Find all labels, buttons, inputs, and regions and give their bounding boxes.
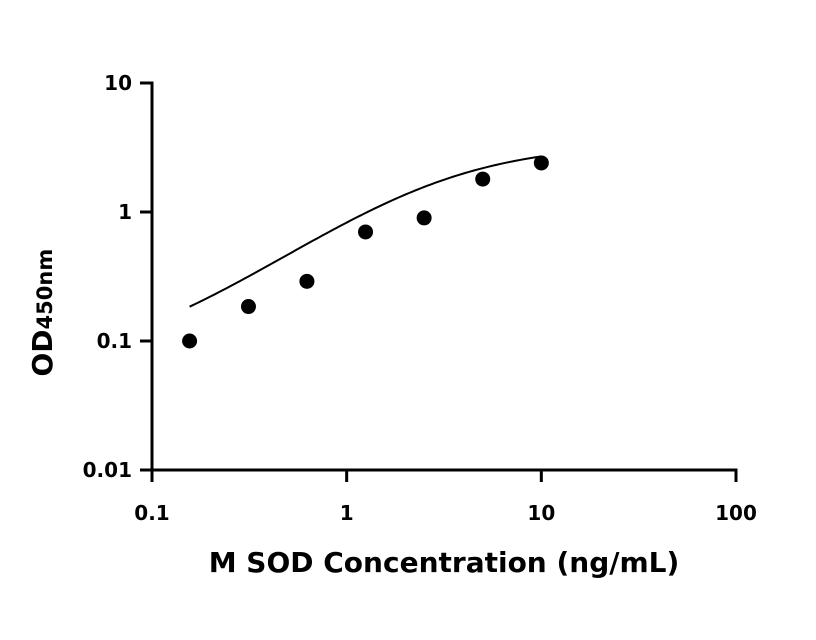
y-tick-label: 1 bbox=[118, 200, 132, 224]
data-point bbox=[533, 155, 549, 171]
x-tick-label: 10 bbox=[527, 501, 555, 525]
y-axis-title-subscript: 450nm bbox=[33, 249, 57, 330]
y-axis-title-main: OD bbox=[26, 329, 59, 376]
x-tick-label: 0.1 bbox=[134, 501, 169, 525]
y-tick-label: 10 bbox=[104, 71, 132, 95]
data-points bbox=[182, 155, 549, 349]
data-point bbox=[240, 299, 256, 315]
fit-curve bbox=[189, 155, 542, 308]
y-axis-title: OD450nm bbox=[26, 249, 59, 377]
x-tick-label: 1 bbox=[340, 501, 354, 525]
x-tick-label: 100 bbox=[715, 501, 757, 525]
x-axis-ticks: 0.1 1 10 100 bbox=[134, 470, 757, 525]
y-tick-label: 0.01 bbox=[83, 458, 132, 482]
data-point bbox=[182, 333, 198, 349]
data-point bbox=[475, 171, 491, 187]
data-point bbox=[299, 273, 315, 289]
y-tick-label: 0.1 bbox=[97, 329, 132, 353]
data-point bbox=[358, 224, 374, 240]
x-axis-title: M SOD Concentration (ng/mL) bbox=[209, 546, 680, 579]
y-axis-ticks: 0.01 0.1 1 10 bbox=[83, 71, 152, 482]
data-point bbox=[416, 210, 432, 226]
